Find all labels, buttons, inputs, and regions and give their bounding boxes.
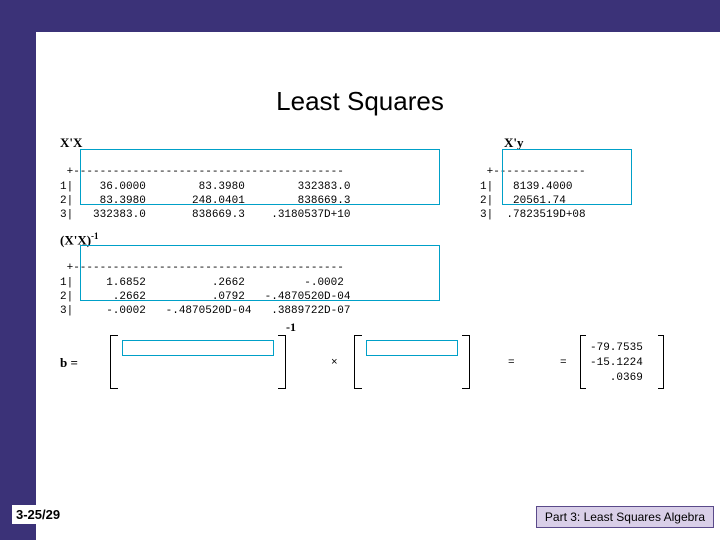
bracket-right-2 [462, 335, 470, 389]
equals-1: = [508, 357, 515, 369]
top-accent-bar [0, 0, 720, 32]
bracket-left-2 [354, 335, 362, 389]
result-vector: -79.7535 -15.1224 .0369 [590, 341, 643, 386]
label-xty: X'y [504, 135, 524, 151]
matrix-xtxinv: +---------------------------------------… [60, 247, 350, 318]
bracket-left-1 [110, 335, 118, 389]
page-number: 3-25/29 [12, 505, 64, 524]
matrix-xtx: +---------------------------------------… [60, 151, 350, 222]
slide-content: X'X +-----------------------------------… [60, 135, 700, 393]
times-symbol: × [331, 357, 338, 369]
equation-row: b = -1 × = = -79.7535 -15.1224 .0369 [60, 333, 700, 393]
bracket-right-3 [658, 335, 664, 389]
exponent-minus1: -1 [286, 320, 296, 335]
xtx-xty-block: X'X +-----------------------------------… [60, 135, 700, 213]
xtxinv-block: (X'X)-1 +-------------------------------… [60, 231, 700, 309]
highlight-mat1 [122, 340, 274, 356]
bracket-left-3 [580, 335, 586, 389]
label-b-equals: b = [60, 355, 78, 371]
bracket-right-1 [278, 335, 286, 389]
slide-title: Least Squares [0, 86, 720, 117]
footer-label: Part 3: Least Squares Algebra [536, 506, 714, 528]
label-xtx: X'X [60, 135, 82, 151]
label-xtxinv: (X'X)-1 [60, 231, 99, 248]
left-accent-bar [0, 0, 36, 540]
highlight-mat2 [366, 340, 458, 356]
matrix-xty: +-------------- 1| 8139.4000 2| 20561.74… [480, 151, 586, 222]
equals-2: = [560, 357, 567, 369]
